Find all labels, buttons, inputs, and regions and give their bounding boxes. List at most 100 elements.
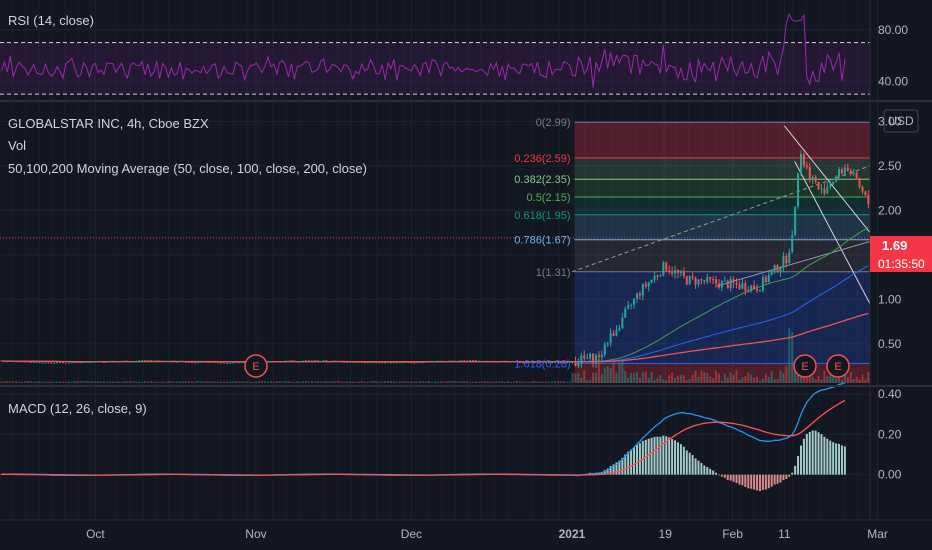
candle-body[interactable]: [67, 362, 70, 364]
candle-body[interactable]: [635, 293, 638, 299]
candle-body[interactable]: [108, 361, 111, 363]
candle-body[interactable]: [709, 276, 712, 280]
candle-body[interactable]: [688, 276, 691, 285]
candle-body[interactable]: [184, 361, 187, 363]
candle-body[interactable]: [56, 362, 59, 364]
candle-body[interactable]: [275, 361, 278, 363]
candle-body[interactable]: [272, 361, 275, 363]
candle-body[interactable]: [269, 361, 272, 363]
candle-body[interactable]: [510, 361, 513, 363]
candle-body[interactable]: [360, 361, 363, 363]
candle-body[interactable]: [366, 362, 369, 364]
candle-body[interactable]: [512, 361, 515, 363]
candle-body[interactable]: [158, 360, 161, 362]
candle-body[interactable]: [372, 362, 375, 364]
time-scale[interactable]: Oct Nov Dec 2021 19 Feb 11 Mar: [86, 527, 888, 541]
candle-body[interactable]: [451, 360, 454, 362]
candle-body[interactable]: [811, 177, 814, 180]
candle-body[interactable]: [281, 361, 284, 363]
candle-body[interactable]: [624, 308, 627, 318]
candle-body[interactable]: [633, 298, 636, 305]
candle-body[interactable]: [565, 362, 568, 364]
candle-body[interactable]: [94, 361, 97, 363]
candle-body[interactable]: [498, 361, 501, 363]
candle-body[interactable]: [0, 360, 3, 362]
trend-line[interactable]: [794, 161, 871, 305]
candle-body[interactable]: [545, 362, 548, 364]
candle-body[interactable]: [653, 275, 656, 280]
candle-body[interactable]: [123, 360, 126, 362]
candle-body[interactable]: [61, 362, 64, 364]
candle-body[interactable]: [208, 361, 211, 363]
candle-body[interactable]: [603, 344, 606, 355]
candle-body[interactable]: [428, 361, 431, 363]
candle-body[interactable]: [23, 361, 26, 363]
candle-body[interactable]: [700, 279, 703, 281]
candle-body[interactable]: [193, 362, 196, 364]
candle-body[interactable]: [53, 362, 56, 364]
candle-body[interactable]: [126, 360, 129, 362]
candle-body[interactable]: [835, 176, 838, 182]
candle-body[interactable]: [840, 169, 843, 174]
candle-body[interactable]: [553, 362, 556, 364]
candle-body[interactable]: [474, 360, 477, 362]
candle-body[interactable]: [744, 283, 747, 291]
candle-body[interactable]: [47, 362, 50, 364]
candle-body[interactable]: [214, 362, 217, 364]
candle-body[interactable]: [343, 361, 346, 363]
candle-body[interactable]: [387, 362, 390, 364]
candle-body[interactable]: [612, 333, 615, 336]
candle-body[interactable]: [504, 360, 507, 362]
candle-body[interactable]: [694, 277, 697, 285]
candle-body[interactable]: [463, 360, 466, 362]
candle-body[interactable]: [105, 361, 108, 363]
candle-body[interactable]: [278, 361, 281, 363]
candle-body[interactable]: [668, 270, 671, 272]
candle-body[interactable]: [141, 360, 144, 362]
candle-body[interactable]: [785, 255, 788, 264]
candle-body[interactable]: [299, 361, 302, 363]
candle-body[interactable]: [346, 361, 349, 363]
candle-body[interactable]: [413, 362, 416, 364]
candle-body[interactable]: [823, 188, 826, 194]
candle-body[interactable]: [102, 361, 105, 363]
candle-body[interactable]: [41, 362, 44, 364]
candle-body[interactable]: [190, 362, 193, 364]
candle-body[interactable]: [562, 362, 565, 364]
candle-body[interactable]: [161, 361, 164, 363]
candle-body[interactable]: [82, 361, 85, 363]
candle-body[interactable]: [231, 362, 234, 364]
candle-body[interactable]: [266, 361, 269, 363]
rsi-pane[interactable]: [0, 12, 870, 95]
candle-body[interactable]: [100, 361, 103, 363]
candle-body[interactable]: [641, 284, 644, 296]
candle-body[interactable]: [448, 360, 451, 362]
candle-body[interactable]: [170, 360, 173, 362]
candle-body[interactable]: [59, 362, 62, 364]
candle-body[interactable]: [167, 361, 170, 363]
candle-body[interactable]: [527, 362, 530, 364]
candle-body[interactable]: [586, 358, 589, 360]
candle-body[interactable]: [650, 279, 653, 283]
candle-body[interactable]: [495, 361, 498, 363]
candle-body[interactable]: [723, 280, 726, 282]
candle-body[interactable]: [234, 362, 237, 364]
candle-body[interactable]: [627, 305, 630, 309]
candle-body[interactable]: [319, 361, 322, 363]
candle-body[interactable]: [6, 361, 9, 363]
candle-body[interactable]: [445, 361, 448, 363]
candle-body[interactable]: [747, 290, 750, 292]
candle-body[interactable]: [357, 361, 360, 363]
candle-body[interactable]: [756, 288, 759, 291]
candle-body[interactable]: [460, 360, 463, 362]
candle-body[interactable]: [79, 362, 82, 364]
candle-body[interactable]: [73, 362, 76, 364]
candle-body[interactable]: [196, 362, 199, 364]
main-title[interactable]: GLOBALSTAR INC, 4h, Cboe BZX: [8, 116, 209, 131]
candle-body[interactable]: [433, 361, 436, 363]
candle-body[interactable]: [225, 362, 228, 364]
candle-body[interactable]: [328, 361, 331, 363]
candle-body[interactable]: [802, 154, 805, 166]
candle-body[interactable]: [389, 362, 392, 364]
candle-body[interactable]: [378, 362, 381, 364]
